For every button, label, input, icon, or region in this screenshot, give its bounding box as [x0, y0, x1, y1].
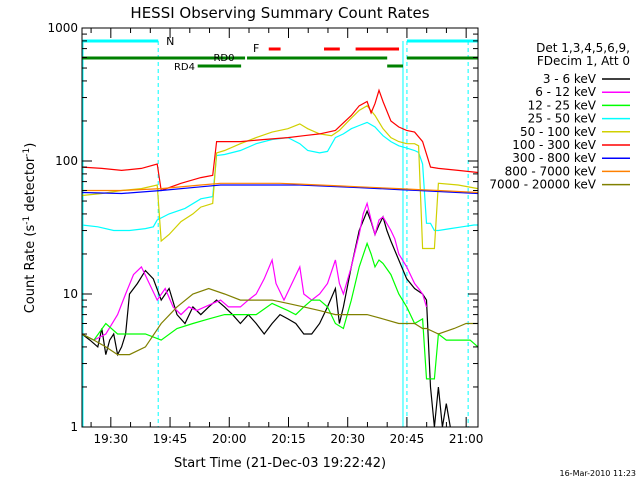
x-tick-label: 20:00 — [212, 432, 247, 446]
series-line-1 — [81, 201, 428, 341]
status-bars: N F RD0 RD4 — [82, 35, 478, 427]
x-tick-label: 20:30 — [330, 432, 365, 446]
y-axis-label-exp: -1 — [22, 216, 32, 225]
series-line-5 — [81, 88, 479, 192]
series-layer — [81, 88, 479, 428]
legend-label-7: 800 - 7000 keV — [505, 164, 597, 178]
y-axis-label: Count Rate (s-1 detector-1) — [22, 143, 38, 314]
legend-label-8: 7000 - 20000 keV — [489, 178, 596, 192]
series-line-3 — [81, 121, 478, 232]
legend-label-5: 100 - 300 keV — [512, 138, 596, 152]
series-line-0 — [81, 209, 451, 428]
y-axis-label-suffix: ) — [23, 143, 38, 148]
legend-label-0: 3 - 6 keV — [543, 72, 597, 86]
plot-frame — [81, 27, 479, 428]
legend: Det 1,3,4,5,6,9, FDecim 1, Att 0 3 - 6 k… — [489, 41, 630, 192]
legend-label-3: 25 - 50 keV — [528, 112, 597, 126]
night-label: N — [166, 35, 174, 48]
chart-title: HESSI Observing Summary Count Rates — [130, 4, 429, 22]
rd0-label: RD0 — [213, 53, 234, 64]
y-axis-label-exp2: -1 — [22, 148, 32, 157]
series-line-2 — [81, 241, 479, 380]
y-tick-label: 10 — [63, 287, 78, 301]
x-tick-label: 21:00 — [449, 432, 484, 446]
rd4-label: RD4 — [174, 62, 195, 73]
flare-label: F — [253, 42, 259, 55]
footer-timestamp: 16-Mar-2010 11:23 — [560, 469, 637, 478]
y-axis: 1 10 100 1000 — [47, 21, 478, 434]
series-line-4 — [81, 105, 479, 250]
legend-label-1: 6 - 12 keV — [535, 85, 597, 99]
legend-header-line-1: Det 1,3,4,5,6,9, — [536, 41, 630, 55]
x-tick-label: 20:45 — [390, 432, 425, 446]
x-axis: 19:30 19:45 20:00 20:15 20:30 20:45 21:00 — [90, 28, 484, 446]
x-tick-label: 20:15 — [271, 432, 306, 446]
y-axis-label-mid: detector — [23, 156, 38, 216]
x-tick-label: 19:30 — [94, 432, 129, 446]
x-axis-label: Start Time (21-Dec-03 19:22:42) — [174, 456, 386, 471]
legend-label-2: 12 - 25 keV — [528, 98, 597, 112]
x-tick-label: 19:45 — [153, 432, 188, 446]
legend-label-6: 300 - 800 keV — [512, 151, 596, 165]
legend-label-4: 50 - 100 keV — [520, 125, 597, 139]
series-line-7 — [82, 182, 479, 194]
series-line-8 — [81, 287, 478, 356]
y-tick-label: 100 — [55, 154, 78, 168]
series-line-6 — [81, 184, 479, 195]
y-tick-label: 1 — [70, 420, 78, 434]
legend-header-line-2: FDecim 1, Att 0 — [537, 54, 630, 68]
y-axis-label-prefix: Count Rate (s — [23, 225, 38, 314]
y-tick-label: 1000 — [47, 21, 78, 35]
